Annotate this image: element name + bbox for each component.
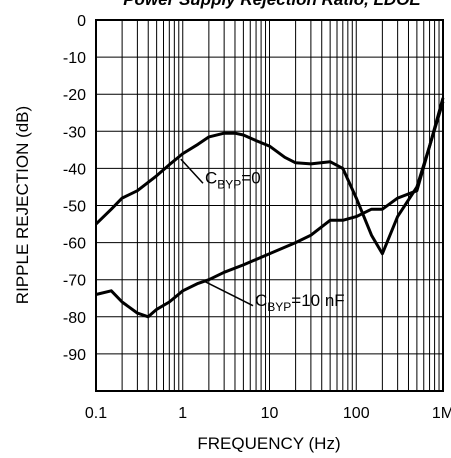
- y-tick-label: -20: [63, 87, 86, 104]
- annotation-leader-1: [180, 158, 204, 184]
- y-tick-label: -90: [63, 347, 86, 364]
- y-tick-label: -40: [63, 161, 86, 178]
- y-tick-label: -10: [63, 50, 86, 67]
- series-label-1: CBYP=0: [205, 169, 261, 192]
- x-axis-label: FREQUENCY (Hz): [197, 434, 340, 453]
- y-tick-label: -50: [63, 199, 86, 216]
- x-tick-label: 10: [261, 405, 279, 422]
- x-tick-label: 100: [343, 405, 370, 422]
- series-label-2: CBYP=10 nF: [255, 291, 345, 314]
- series-line-1: [94, 97, 445, 256]
- annotation-leader-2: [204, 280, 254, 307]
- annotations: CBYP=0 CBYP=10 nF: [180, 158, 345, 314]
- y-tick-label: -80: [63, 310, 86, 327]
- series-lines: [94, 97, 445, 319]
- plot-frame: [95, 19, 444, 392]
- grid: [96, 20, 443, 391]
- chart-title: Power Supply Rejection Ratio, LDOE: [123, 0, 421, 9]
- series-line-2: [95, 101, 445, 319]
- y-tick-label: -60: [63, 236, 86, 253]
- y-tick-label: -30: [63, 124, 86, 141]
- y-tick-label: 0: [77, 13, 86, 30]
- y-tick-labels: 0 -10 -20 -30 -40 -50 -60 -70 -80 -90: [63, 13, 86, 364]
- x-tick-label: 1: [178, 405, 187, 422]
- x-tick-label: 1M: [432, 405, 451, 422]
- y-tick-label: -70: [63, 273, 86, 290]
- x-tick-labels: 0.1 1 10 100 1M: [85, 405, 451, 422]
- y-axis-label: RIPPLE REJECTION (dB): [13, 106, 32, 304]
- x-tick-label: 0.1: [85, 405, 107, 422]
